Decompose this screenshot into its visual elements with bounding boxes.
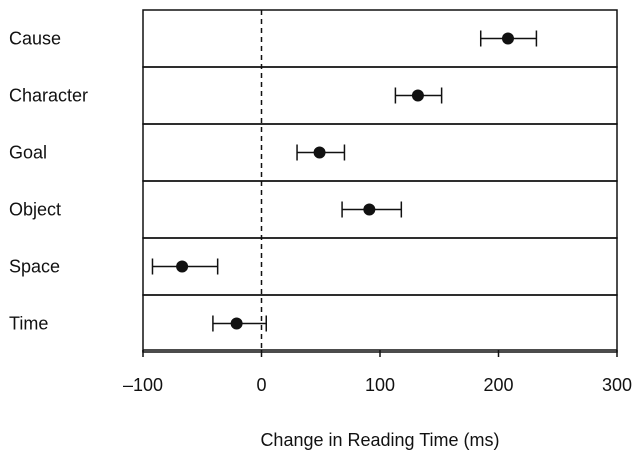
row-box-goal (142, 123, 618, 182)
category-labels: Cause Character Goal Object Space Time (9, 29, 88, 334)
category-label-space: Space (9, 257, 60, 277)
x-axis-title: Change in Reading Time (ms) (260, 430, 499, 450)
data-point-space (176, 260, 189, 273)
data-point-character (411, 89, 424, 102)
data-point-cause (501, 32, 514, 45)
row-panels (142, 9, 618, 353)
row-box-cause (142, 9, 618, 68)
data-point-goal (313, 146, 326, 159)
category-label-time: Time (9, 314, 48, 334)
category-label-cause: Cause (9, 29, 61, 49)
x-tick-label-3: 200 (483, 375, 513, 395)
category-label-goal: Goal (9, 143, 47, 163)
x-axis: –100 0 100 200 300 (123, 349, 632, 395)
data-points (176, 32, 514, 330)
category-label-character: Character (9, 86, 88, 106)
data-point-time (230, 317, 243, 330)
category-label-object: Object (9, 200, 61, 220)
x-tick-label-2: 100 (365, 375, 395, 395)
x-tick-label-1: 0 (256, 375, 266, 395)
x-tick-label-4: 300 (602, 375, 632, 395)
x-tick-label-0: –100 (123, 375, 163, 395)
data-point-object (363, 203, 376, 216)
row-box-character (142, 66, 618, 125)
